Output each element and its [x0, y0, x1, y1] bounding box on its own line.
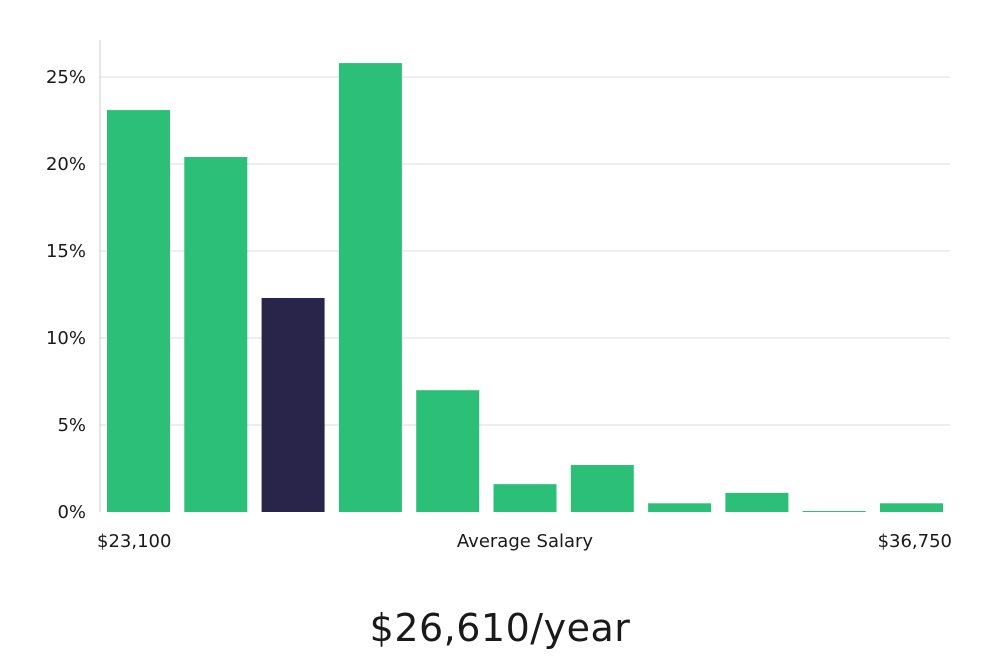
y-tick-label: 25% — [46, 67, 86, 88]
y-tick-label: 0% — [57, 502, 86, 523]
y-tick-label: 5% — [57, 415, 86, 436]
bar — [107, 110, 170, 512]
bar — [648, 503, 712, 512]
x-axis-label: Average Salary — [457, 531, 594, 552]
bar — [338, 63, 402, 513]
bar — [416, 390, 480, 512]
y-tick-labels: 0% 5% 10% 15% 20% 25% — [46, 67, 86, 523]
bar — [570, 465, 634, 512]
y-tick-label: 10% — [46, 328, 86, 349]
bar — [184, 157, 248, 513]
y-tick-label: 20% — [46, 154, 86, 175]
bar — [880, 503, 943, 512]
bars-group — [107, 63, 943, 513]
bar — [493, 484, 557, 512]
average-salary-value: $26,610/year — [369, 606, 631, 650]
bar — [725, 492, 789, 512]
bar — [802, 511, 866, 512]
y-tick-label: 15% — [46, 241, 86, 262]
bar-highlighted — [261, 297, 325, 512]
x-max-label: $36,750 — [878, 531, 952, 552]
x-min-label: $23,100 — [97, 531, 171, 552]
salary-histogram-chart: 0%5%10%15%20%25% $23,100 Average Salary … — [46, 40, 952, 552]
